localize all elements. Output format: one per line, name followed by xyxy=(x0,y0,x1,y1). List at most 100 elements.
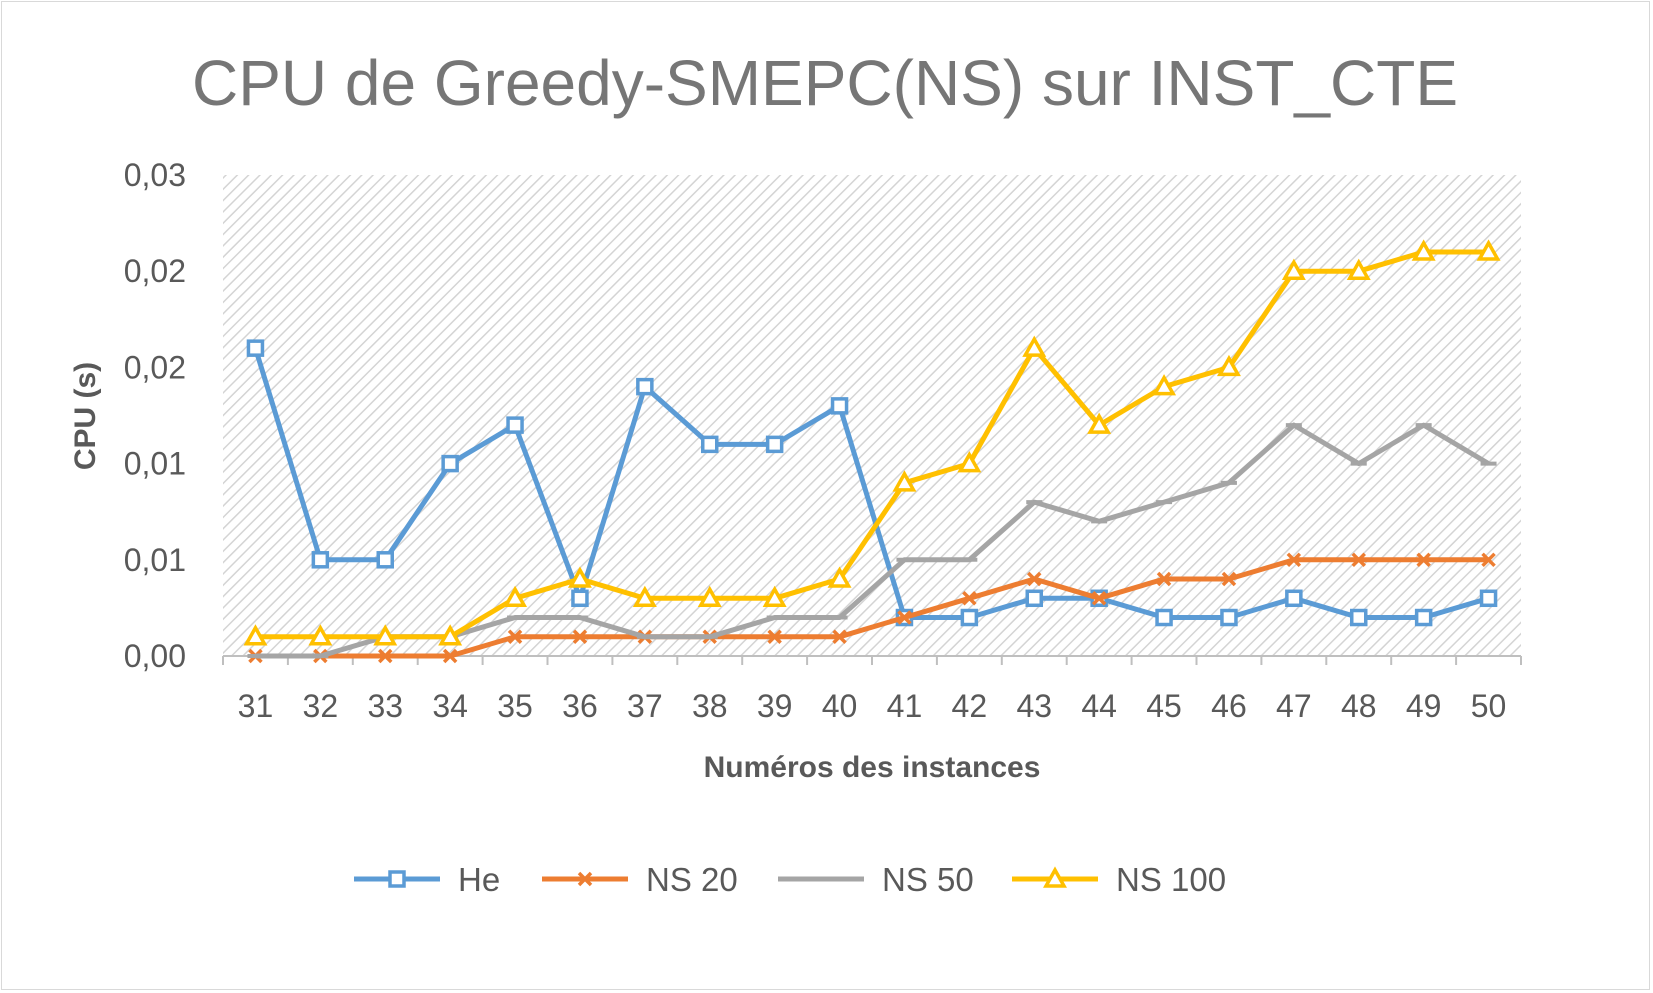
y-tick-label: 0,01 xyxy=(124,542,186,578)
series-ns-50 xyxy=(247,422,1497,659)
legend-item: He xyxy=(354,861,500,898)
data-point xyxy=(571,589,589,608)
x-tick-label: 44 xyxy=(1081,688,1117,724)
series-line xyxy=(255,249,1489,640)
data-point xyxy=(308,624,333,646)
data-point xyxy=(1087,412,1112,434)
data-point xyxy=(373,624,398,646)
series-line xyxy=(255,422,1490,659)
x-tick-label: 35 xyxy=(497,688,533,724)
x-tick-label: 42 xyxy=(952,688,988,724)
x-tick-label: 46 xyxy=(1211,688,1247,724)
data-point xyxy=(701,435,719,454)
y-tick-label: 0,00 xyxy=(124,638,186,674)
data-point xyxy=(1027,571,1042,587)
x-axis-title: Numéros des instances xyxy=(704,751,1041,784)
data-point xyxy=(765,435,784,454)
series-layer xyxy=(243,239,1501,664)
chart-title: CPU de Greedy-SMEPC(NS) sur INST_CTE xyxy=(192,47,1458,119)
x-tick-label: 48 xyxy=(1341,688,1377,724)
x-tick-label: 34 xyxy=(432,688,468,724)
x-tick-label: 45 xyxy=(1146,688,1182,724)
data-point xyxy=(892,470,917,492)
data-point xyxy=(567,566,592,588)
series-ns-100 xyxy=(243,239,1501,646)
data-point xyxy=(632,585,657,608)
data-point xyxy=(636,377,654,396)
y-axis-ticks: 0,00 0,01 0,01 0,02 0,02 0,03 xyxy=(124,157,186,674)
data-point xyxy=(311,551,330,569)
data-point xyxy=(830,397,849,415)
data-point xyxy=(503,585,528,608)
x-tick-label: 49 xyxy=(1406,688,1442,724)
legend-label: NS 20 xyxy=(646,861,738,898)
x-tick-label: 31 xyxy=(238,688,274,724)
data-point xyxy=(441,454,459,473)
x-tick-label: 40 xyxy=(822,688,858,724)
data-point xyxy=(1221,571,1237,587)
data-point xyxy=(1416,552,1431,568)
data-point xyxy=(577,871,593,887)
series-ns-20 xyxy=(248,552,1496,664)
data-point xyxy=(1350,608,1368,627)
data-point xyxy=(1025,589,1043,608)
data-point xyxy=(1481,552,1496,568)
x-tick-label: 39 xyxy=(757,688,793,724)
data-point xyxy=(1220,608,1238,627)
data-point xyxy=(762,585,787,608)
data-point xyxy=(1479,589,1498,608)
data-point xyxy=(957,451,982,473)
data-point xyxy=(832,629,847,644)
data-point xyxy=(1351,552,1366,568)
data-point xyxy=(1216,354,1241,377)
data-point xyxy=(962,591,977,606)
x-axis-ticks: 31 32 33 34 35 36 37 38 39 40 41 42 43 44 45 46 47 48 49 50 xyxy=(222,655,1522,724)
legend-label: He xyxy=(458,861,500,898)
data-point xyxy=(442,648,458,664)
x-tick-label: 32 xyxy=(303,688,339,724)
data-point xyxy=(378,648,393,664)
data-point xyxy=(897,610,912,625)
series-he xyxy=(246,339,1498,627)
x-tick-label: 33 xyxy=(367,688,403,724)
legend: He NS 20 NS 50 NS 100 xyxy=(354,861,1226,898)
data-point xyxy=(1285,589,1303,608)
legend-label: NS 50 xyxy=(882,861,974,898)
data-point xyxy=(767,629,782,644)
data-point xyxy=(1043,866,1067,888)
series-line xyxy=(255,557,1489,659)
data-point xyxy=(1414,608,1433,627)
x-tick-label: 50 xyxy=(1471,688,1507,724)
data-point xyxy=(1286,552,1302,568)
data-point xyxy=(438,624,463,646)
data-point xyxy=(1091,591,1107,606)
data-point xyxy=(388,870,406,888)
data-point xyxy=(960,608,979,627)
data-point xyxy=(1411,239,1436,261)
x-tick-label: 47 xyxy=(1276,688,1312,724)
data-point xyxy=(1155,608,1173,627)
x-tick-label: 43 xyxy=(1016,688,1052,724)
y-tick-label: 0,02 xyxy=(124,253,186,289)
y-tick-label: 0,02 xyxy=(124,349,186,385)
data-point xyxy=(243,624,268,646)
data-point xyxy=(1346,258,1371,280)
data-point xyxy=(697,585,722,608)
data-point xyxy=(1476,239,1501,261)
x-tick-label: 36 xyxy=(562,688,598,724)
plot-area xyxy=(223,175,1521,656)
data-point xyxy=(1156,571,1172,587)
legend-label: NS 100 xyxy=(1116,861,1226,898)
data-point xyxy=(507,629,523,644)
series-line xyxy=(253,347,1490,620)
x-tick-label: 38 xyxy=(692,688,728,724)
legend-item: NS 20 xyxy=(542,861,738,898)
legend-item: NS 100 xyxy=(1012,861,1226,898)
y-tick-label: 0,03 xyxy=(124,157,186,193)
data-point xyxy=(827,566,852,588)
data-point xyxy=(1152,374,1177,396)
data-point xyxy=(376,551,394,569)
y-axis-title: CPU (s) xyxy=(69,362,102,470)
